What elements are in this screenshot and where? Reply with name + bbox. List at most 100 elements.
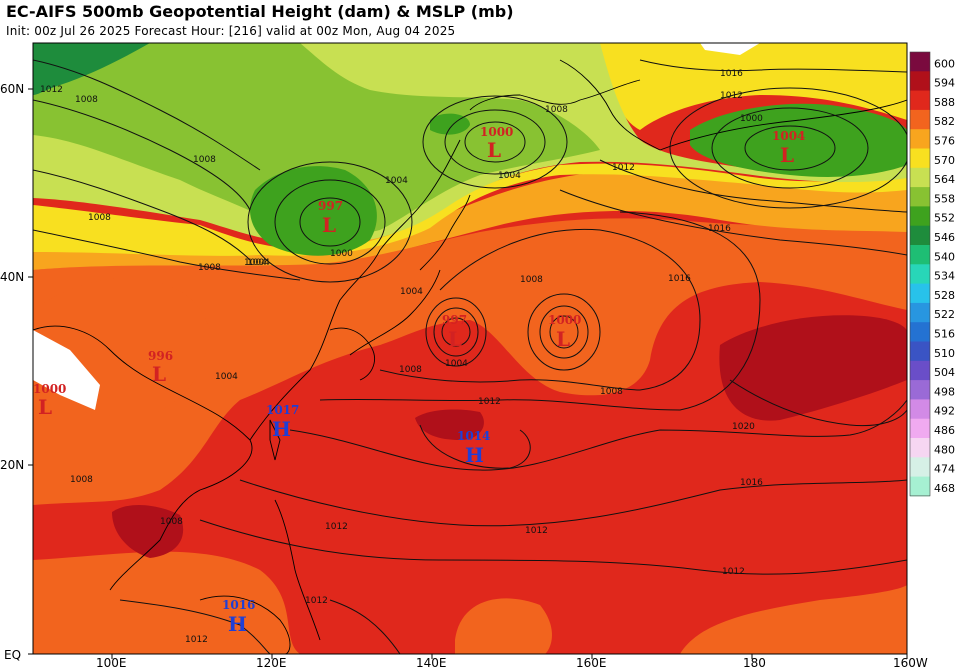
isobar-label: 1012 <box>40 85 63 95</box>
isobar-label: 1008 <box>198 263 221 273</box>
isobar-label: 1008 <box>88 213 111 223</box>
high-center: 1014 H <box>457 429 490 467</box>
colorbar-label: 528 <box>934 289 955 302</box>
center-letter: L <box>38 395 52 419</box>
isobar-label: 1004 <box>247 258 270 268</box>
colorbar-swatch <box>910 148 930 169</box>
isobar-label: 1008 <box>193 155 216 165</box>
colorbar-swatch <box>910 90 930 111</box>
colorbar-label: 510 <box>934 347 955 360</box>
colorbar-swatch <box>910 187 930 207</box>
isobar-label: 1016 <box>668 274 691 284</box>
isobar-label: 1008 <box>600 387 623 397</box>
colorbar-swatch <box>910 206 930 227</box>
low-center: 1004 L <box>772 129 805 167</box>
colorbar-label: 594 <box>934 77 955 90</box>
colorbar-swatch <box>910 302 930 323</box>
colorbar-swatch <box>910 322 930 342</box>
pressure-centers: 1000 L 1004 L 997 L 997 L 1000 L 996 L 1… <box>33 125 805 636</box>
colorbar-swatch <box>910 438 930 458</box>
isobar-label: 1016 <box>720 69 743 79</box>
isobar-label: 1012 <box>722 567 745 577</box>
colorbar-swatch <box>910 418 930 439</box>
colorbar-label: 540 <box>934 250 955 263</box>
high-center: 1017 H <box>266 403 299 441</box>
center-letter: H <box>465 443 484 467</box>
lon-label: 180 <box>743 656 766 670</box>
colorbar-label: 486 <box>934 424 955 437</box>
isobar-label: 1004 <box>445 359 468 369</box>
center-value: 1016 <box>222 598 255 612</box>
isobar-label: 1008 <box>75 95 98 105</box>
center-value: 1000 <box>480 125 513 139</box>
lon-label: 120E <box>256 656 287 670</box>
colorbar-label: 558 <box>934 192 955 205</box>
colorbar-label: 570 <box>934 154 955 167</box>
colorbar-swatch <box>910 167 930 188</box>
colorbar-label: 492 <box>934 405 955 418</box>
low-center: 1000 L <box>33 382 66 419</box>
isobar-labels: 1012 1008 1016 1004 1008 1008 1004 1000 … <box>40 69 763 645</box>
lat-label: 60N <box>0 82 25 96</box>
colorbar-frame <box>909 51 931 497</box>
axis-ticks <box>28 88 908 659</box>
colorbar-swatch <box>910 225 930 246</box>
isobar-label: 1012 <box>305 596 328 606</box>
low-center: 996 L <box>148 349 173 386</box>
colorbar-label: 600 <box>934 57 955 70</box>
center-letter: H <box>272 417 291 441</box>
isobar-label: 1004 <box>244 258 267 268</box>
map-title: EC-AIFS 500mb Geopotential Height (dam) … <box>6 2 514 21</box>
colorbar-label: 498 <box>934 385 955 398</box>
colorbar-label: 546 <box>934 231 955 244</box>
colorbar-swatch <box>910 360 930 381</box>
center-value: 1004 <box>772 129 805 143</box>
colorbar-label: 516 <box>934 328 955 341</box>
center-letter: L <box>780 143 794 167</box>
isobar-label: 1012 <box>720 91 743 101</box>
center-value: 997 <box>442 313 467 327</box>
colorbar-label: 474 <box>934 463 955 476</box>
lon-label: 140E <box>416 656 447 670</box>
isobar-label: 1004 <box>498 171 521 181</box>
colorbar-swatch <box>910 399 930 420</box>
colorbar-swatch <box>910 52 930 72</box>
colorbar-label: 564 <box>934 173 955 186</box>
colorbar-label: 588 <box>934 96 955 109</box>
isobar-label: 1008 <box>520 275 543 285</box>
lon-label: 100E <box>96 656 127 670</box>
isobar-label: 1004 <box>215 372 238 382</box>
colorbar-swatch <box>910 341 930 362</box>
isobar-label: 1012 <box>525 526 548 536</box>
isobar-label: 1004 <box>385 176 408 186</box>
colorbar-label: 522 <box>934 308 955 321</box>
center-value: 1014 <box>457 429 490 443</box>
colorbar-label: 582 <box>934 115 955 128</box>
lat-label: 20N <box>0 458 25 472</box>
colorbar-label: 534 <box>934 270 955 283</box>
isobar-label: 1000 <box>330 249 353 259</box>
center-value: 1017 <box>266 403 299 417</box>
colorbar-swatch <box>910 109 930 130</box>
colorbar-swatch <box>910 71 930 92</box>
isobars <box>33 59 907 654</box>
center-value: 1000 <box>33 382 66 396</box>
lat-label: EQ <box>4 648 22 662</box>
colorbar: 600 594 588 582 576 570 564 558 552 546 540 534 528 5… <box>909 51 955 497</box>
center-letter: L <box>152 362 166 386</box>
isobar-label: 1008 <box>160 517 183 527</box>
colorbar-swatch <box>910 264 930 285</box>
center-letter: H <box>228 612 247 636</box>
colorbar-swatch <box>910 245 930 265</box>
lon-label: 160E <box>576 656 607 670</box>
isobar-label: 1012 <box>185 635 208 645</box>
height-field <box>33 43 907 654</box>
colorbar-label: 552 <box>934 212 955 225</box>
colorbar-label: 480 <box>934 443 955 456</box>
isobar-label: 1012 <box>612 163 635 173</box>
map-subtitle: Init: 00z Jul 26 2025 Forecast Hour: [21… <box>6 24 456 38</box>
center-value: 997 <box>318 199 343 213</box>
colorbar-swatch <box>910 129 930 149</box>
colorbar-swatch <box>910 283 930 304</box>
